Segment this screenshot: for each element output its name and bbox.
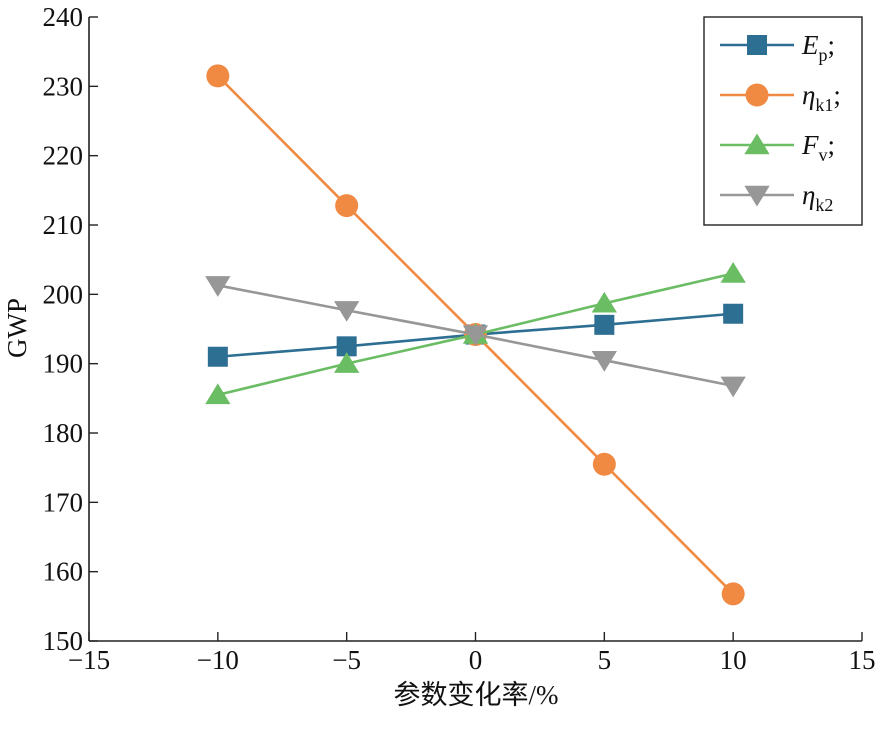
data-point xyxy=(335,194,359,218)
x-tick-label: 15 xyxy=(849,645,876,675)
y-tick-label: 170 xyxy=(43,487,84,517)
data-point xyxy=(205,383,231,405)
data-point xyxy=(592,452,616,476)
data-point xyxy=(720,262,746,283)
data-point xyxy=(594,314,615,335)
legend: Ep; ηk1; Fv; ηk2 xyxy=(703,16,863,226)
y-axis-title: GWP xyxy=(2,298,32,358)
axes: 150 160 170 180 190 200 210 220 230 240 −15 −10 −5 0 5… xyxy=(43,2,876,675)
y-tick-label: 160 xyxy=(43,557,84,587)
legend-marker xyxy=(747,35,767,55)
y-tick-label: 210 xyxy=(43,210,84,240)
x-tick-label: 0 xyxy=(469,645,483,675)
y-tick-label: 190 xyxy=(43,349,84,379)
legend-marker xyxy=(744,185,770,207)
data-point xyxy=(207,346,228,367)
legend-label: ηk1; xyxy=(802,80,841,115)
x-tick-label: −15 xyxy=(68,645,110,675)
data-point xyxy=(336,336,357,357)
y-tick-label: 240 xyxy=(43,2,84,32)
x-tick-label: 5 xyxy=(598,645,612,675)
data-point xyxy=(206,64,230,88)
data-point xyxy=(723,303,744,324)
y-tick-label: 200 xyxy=(43,279,84,309)
legend-item-0: Ep; xyxy=(720,30,835,65)
series-3 xyxy=(205,276,746,398)
data-point xyxy=(205,276,231,297)
data-point xyxy=(462,325,489,347)
legend-marker xyxy=(745,83,769,107)
data-point xyxy=(334,301,360,322)
legend-item-3: ηk2 xyxy=(720,180,833,215)
y-tick-label: 220 xyxy=(43,141,84,171)
legend-label: Ep; xyxy=(801,30,835,65)
legend-box xyxy=(703,16,863,226)
data-point xyxy=(720,376,746,398)
legend-label: Fv; xyxy=(801,130,835,165)
legend-item-2: Fv; xyxy=(720,130,835,165)
x-axis-title: 参数变化率/% xyxy=(394,680,559,710)
x-tick-label: −5 xyxy=(332,645,361,675)
y-tick-label: 230 xyxy=(43,71,84,101)
data-point xyxy=(721,582,745,606)
legend-label: ηk2 xyxy=(802,180,833,215)
y-tick-label: 150 xyxy=(43,626,84,656)
x-tick-label: 10 xyxy=(720,645,747,675)
legend-marker xyxy=(744,133,770,155)
x-tick-label: −10 xyxy=(197,645,239,675)
y-tick-label: 180 xyxy=(43,418,84,448)
series-layer xyxy=(205,64,746,606)
data-point xyxy=(591,291,617,313)
legend-item-1: ηk1; xyxy=(720,80,841,115)
data-point xyxy=(334,352,360,373)
data-point xyxy=(591,351,617,372)
